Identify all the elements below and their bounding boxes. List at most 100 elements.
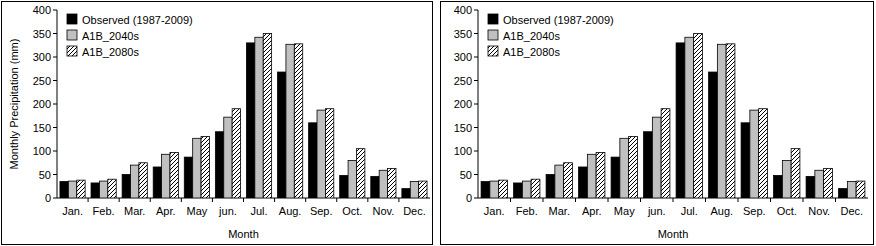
- bar: [193, 138, 201, 198]
- panel: 050100150200250300350400Jan.Feb.Mar.Apr.…: [2, 2, 433, 245]
- y-tick: [474, 80, 478, 81]
- x-tick: [243, 198, 244, 202]
- y-tick: [53, 80, 57, 81]
- y-tick-label: 350: [33, 28, 51, 40]
- bar: [839, 189, 848, 198]
- x-tick-label: Feb.: [93, 205, 115, 217]
- x-tick-label: Jul.: [681, 205, 698, 217]
- bar: [782, 160, 791, 198]
- x-tick: [673, 198, 674, 202]
- bar: [131, 165, 139, 198]
- bar: [555, 165, 564, 198]
- bar: [419, 181, 427, 198]
- y-tick-label: 50: [39, 169, 51, 181]
- legend: Observed (1987-2009) A1B_2040s A1B_2080s: [488, 14, 614, 58]
- bar: [726, 44, 735, 198]
- legend-swatch: [488, 46, 498, 56]
- bar: [676, 43, 685, 198]
- bar: [856, 181, 865, 198]
- bar: [750, 110, 759, 198]
- y-tick-label: 150: [454, 122, 472, 134]
- bar: [847, 182, 856, 198]
- y-tick-label: 350: [454, 28, 472, 40]
- bar: [685, 37, 694, 198]
- y-tick: [474, 127, 478, 128]
- bar: [815, 170, 824, 198]
- x-tick-label: Apr.: [156, 205, 176, 217]
- x-tick: [738, 198, 739, 202]
- x-tick-label: Oct.: [777, 205, 797, 217]
- legend-label: Observed (1987-2009): [503, 14, 614, 26]
- bar: [91, 183, 99, 198]
- bar: [824, 168, 833, 198]
- x-tick-label: jun.: [647, 205, 666, 217]
- x-tick-label: May: [186, 205, 207, 217]
- bar: [741, 123, 750, 198]
- legend-swatch: [488, 30, 498, 40]
- legend-label: A1B_2080s: [82, 46, 139, 58]
- bar: [629, 136, 638, 198]
- y-tick: [53, 104, 57, 105]
- bar: [806, 176, 815, 198]
- y-tick-label: 200: [33, 98, 51, 110]
- bar: [490, 181, 499, 198]
- x-tick-label: Feb.: [516, 205, 538, 217]
- y-tick-label: 250: [454, 75, 472, 87]
- x-tick-label: Oct.: [342, 205, 362, 217]
- legend-swatch: [67, 14, 77, 24]
- y-tick-label: 100: [454, 145, 472, 157]
- bar: [139, 163, 147, 198]
- bar: [499, 180, 508, 198]
- x-tick-label: May: [614, 205, 635, 217]
- y-tick: [53, 10, 57, 11]
- x-tick: [181, 198, 182, 202]
- bar: [294, 44, 302, 198]
- bar: [531, 179, 540, 198]
- x-tick-label: Apr.: [582, 205, 602, 217]
- bar: [286, 44, 294, 198]
- bar: [402, 189, 410, 198]
- y-tick: [474, 10, 478, 11]
- legend-label: Observed (1987-2009): [82, 14, 193, 26]
- y-tick: [53, 198, 57, 199]
- bar: [255, 37, 263, 198]
- x-tick: [705, 198, 706, 202]
- y-tick-label: 0: [466, 192, 472, 204]
- bar: [263, 34, 271, 199]
- x-tick: [803, 198, 804, 202]
- legend-label: A1B_2080s: [503, 46, 560, 58]
- legend: Observed (1987-2009)A1B_2040sA1B_2080s: [67, 14, 193, 58]
- bar: [564, 163, 573, 198]
- x-tick: [150, 198, 151, 202]
- x-tick: [835, 198, 836, 202]
- bar: [652, 117, 661, 198]
- bar: [620, 138, 629, 198]
- bar: [99, 181, 107, 198]
- bar: [60, 182, 68, 198]
- legend-swatch: [488, 14, 498, 24]
- bar: [596, 152, 605, 198]
- bar: [611, 157, 620, 198]
- x-axis-label: Month: [228, 228, 259, 240]
- bar: [309, 123, 317, 198]
- panel-frame: [2, 2, 433, 245]
- x-tick-label: Nov.: [372, 205, 394, 217]
- bar: [215, 132, 223, 198]
- y-axis-label: Monthly Precipitation (mm): [8, 39, 20, 170]
- x-tick-label: Jan.: [62, 205, 83, 217]
- bar: [379, 170, 387, 198]
- bar: [68, 181, 76, 198]
- bar: [77, 180, 85, 198]
- x-tick: [336, 198, 337, 202]
- bar: [232, 109, 240, 198]
- x-tick: [305, 198, 306, 202]
- x-tick-label: Jan.: [484, 205, 505, 217]
- legend-label: A1B_2040s: [503, 30, 560, 42]
- y-axis: [57, 10, 58, 198]
- y-tick-label: 300: [454, 51, 472, 63]
- bars: [481, 34, 865, 199]
- bar: [481, 182, 490, 198]
- bar: [325, 109, 333, 198]
- y-tick-label: 0: [45, 192, 51, 204]
- y-tick-label: 400: [454, 4, 472, 16]
